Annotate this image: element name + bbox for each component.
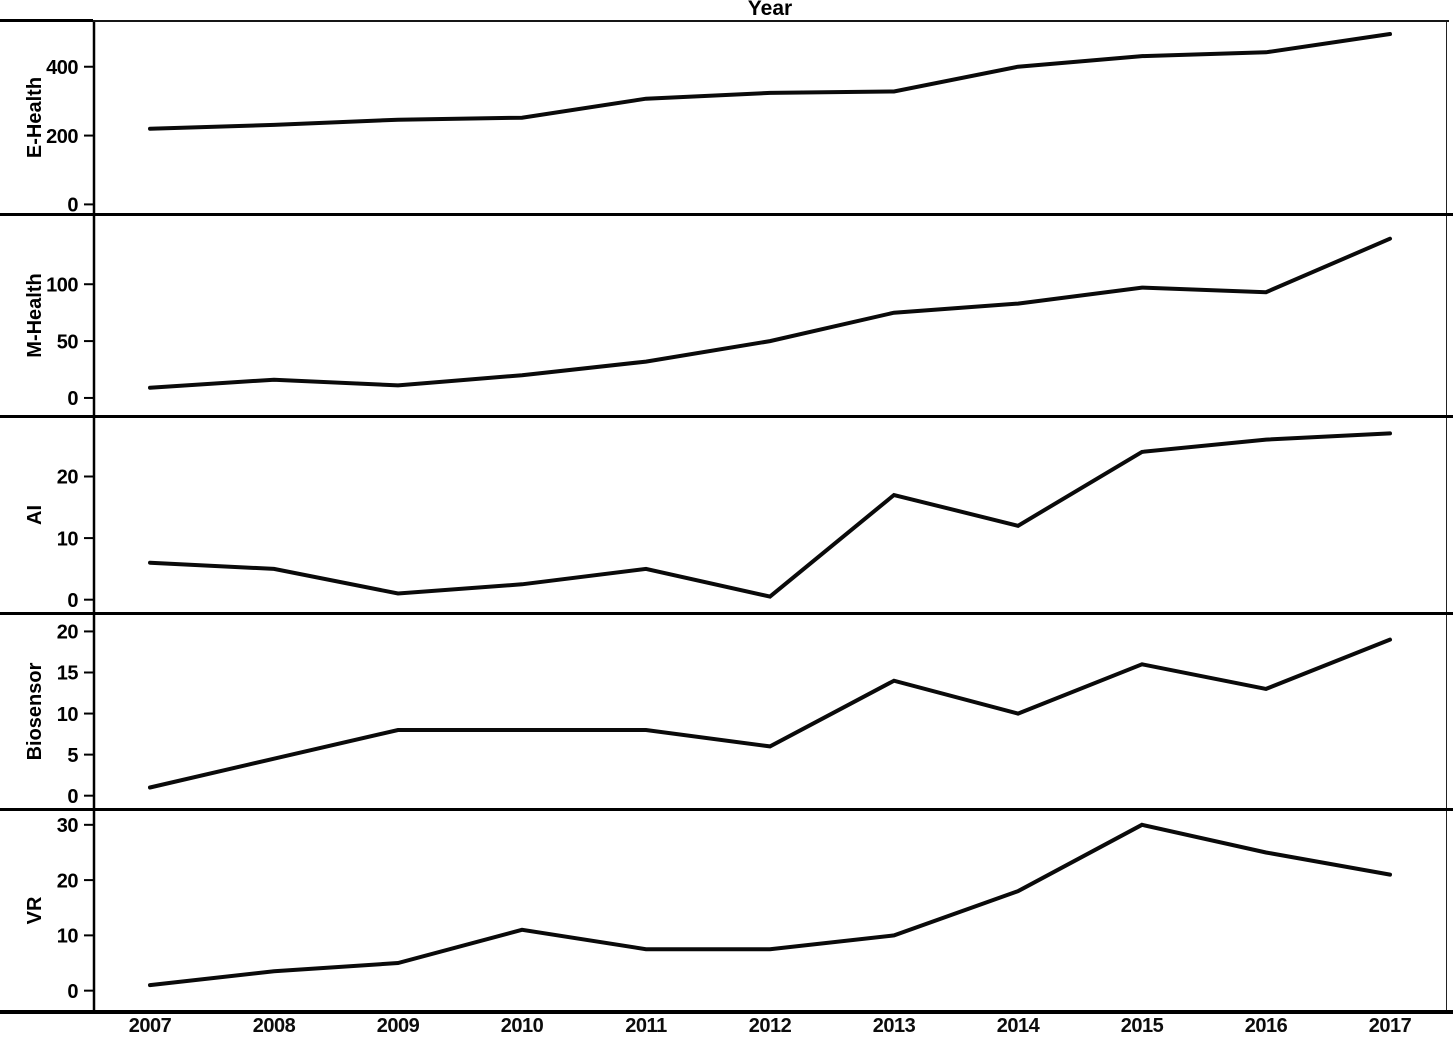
- panel-vr: 0 10 20 30 VR: [0, 811, 1453, 1010]
- data-line-e-health: [148, 32, 1392, 131]
- panel-separator: [0, 213, 1453, 216]
- y-tick-label: 0: [67, 786, 78, 808]
- panel-m-health: 0 50 100 M-Health: [0, 216, 1453, 415]
- panel-svg: 0 5 10 15 20 Biosensor: [24, 615, 1447, 808]
- data-line-biosensor: [148, 637, 1392, 790]
- title-row: Year: [0, 0, 1453, 20]
- x-tick-label: 2017: [1368, 1015, 1412, 1037]
- x-tick-label: 2007: [128, 1015, 172, 1037]
- top-border-gutter-segment: [0, 19, 93, 22]
- x-tick-label: 2016: [1244, 1015, 1288, 1037]
- x-tick-label: 2011: [625, 1015, 667, 1037]
- x-tick-label: 2008: [252, 1015, 296, 1037]
- y-tick-label: 0: [67, 388, 78, 410]
- panel-separator: [0, 612, 1453, 615]
- y-tick-label: 400: [46, 57, 78, 79]
- x-tick-label: 2010: [500, 1015, 544, 1037]
- y-tick-label: 100: [46, 274, 78, 296]
- panel-y-axis-title: Biosensor: [24, 662, 46, 760]
- x-tick-label: 2014: [996, 1015, 1040, 1037]
- y-tick-label: 0: [67, 981, 78, 1003]
- panel-svg: 0 10 20 AI: [24, 418, 1447, 612]
- x-tick-label: 2012: [748, 1015, 792, 1037]
- panel-e-health: 0 200 400 E-Health: [0, 22, 1453, 213]
- top-border-plot-segment: [93, 20, 1449, 22]
- y-tick-label: 20: [57, 622, 79, 644]
- y-tick-label: 20: [57, 870, 79, 892]
- data-line-vr: [148, 822, 1392, 988]
- y-tick-label: 5: [67, 745, 78, 767]
- panel-separator: [0, 808, 1453, 811]
- data-line-m-health: [148, 236, 1392, 390]
- x-tick-label: 2013: [872, 1015, 916, 1037]
- y-tick-label: 10: [57, 704, 79, 726]
- chart-title: Year: [747, 0, 793, 20]
- data-line-ai: [148, 431, 1392, 599]
- y-tick-label: 0: [67, 590, 78, 612]
- x-axis-labels: 2007 2008 2009 2010 2011 2012 2013 2014 2015 2016…: [0, 1014, 1453, 1038]
- panel-y-axis-title: VR: [24, 896, 46, 924]
- panels-container: 0 200 400 E-Health 0 50 100 M-Health 0 10 20 AI 0 5 10…: [0, 22, 1453, 1010]
- y-tick-label: 50: [57, 331, 79, 353]
- y-tick-label: 10: [57, 926, 79, 948]
- x-tick-label: 2009: [376, 1015, 420, 1037]
- top-border: [0, 19, 1453, 22]
- y-tick-label: 30: [57, 815, 79, 837]
- y-tick-label: 15: [57, 663, 79, 685]
- x-tick-label: 2015: [1120, 1015, 1164, 1037]
- panel-biosensor: 0 5 10 15 20 Biosensor: [0, 615, 1453, 808]
- y-tick-label: 10: [57, 528, 79, 550]
- panel-y-axis-title: M-Health: [24, 273, 46, 357]
- y-tick-label: 200: [46, 126, 78, 148]
- y-tick-label: 20: [57, 467, 79, 489]
- bottom-axis-line: [0, 1010, 1453, 1014]
- panel-ai: 0 10 20 AI: [0, 418, 1453, 612]
- y-tick-label: 0: [67, 195, 78, 213]
- panel-y-axis-title: AI: [24, 505, 46, 525]
- panel-y-axis-title: E-Health: [24, 77, 46, 158]
- panel-separator: [0, 415, 1453, 418]
- panel-svg: 0 10 20 30 VR: [24, 811, 1447, 1010]
